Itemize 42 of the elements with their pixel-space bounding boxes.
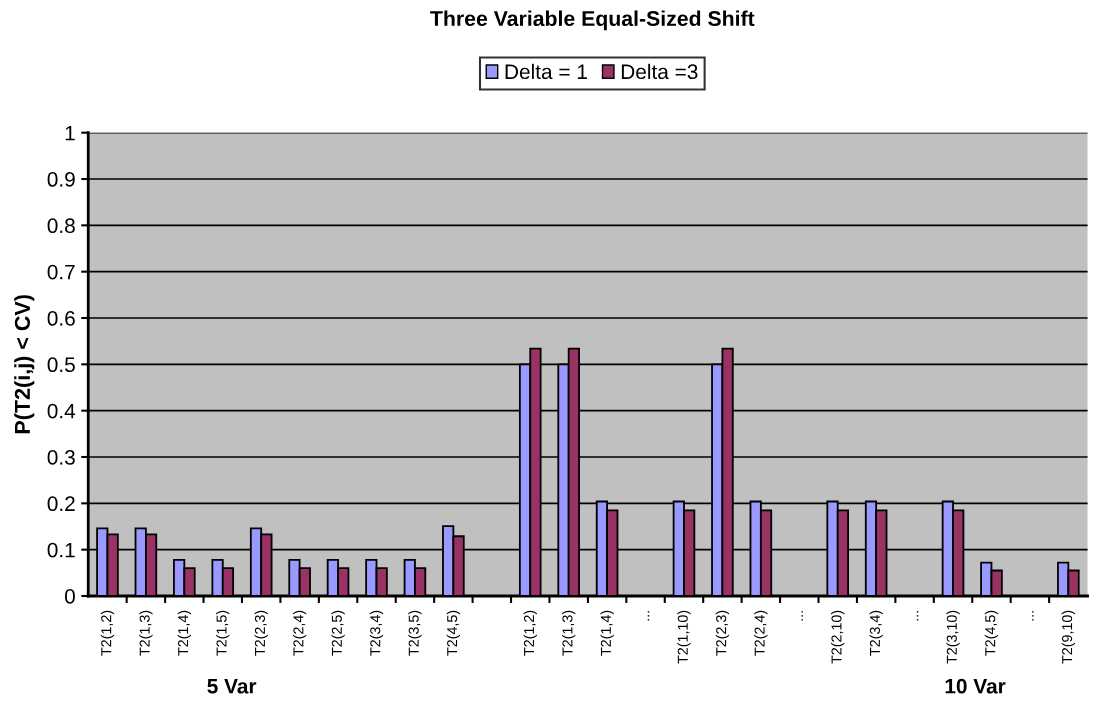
- x-tick-label: T2(1,2): [100, 610, 115, 656]
- text: 5 Var: [207, 679, 257, 694]
- x-tick-label: T2(3,4): [869, 610, 883, 656]
- x-tick-label: T2(1,4): [600, 610, 614, 656]
- y-tick-label: 0.4: [47, 403, 76, 419]
- x-tick-label: T2(3,5): [408, 610, 422, 656]
- y-tick-label: 0.1: [47, 542, 75, 558]
- y-tick-label: 1: [65, 125, 75, 141]
- y-tick-label: 0.2: [47, 496, 75, 512]
- x-tick-label: T2(1,10): [677, 610, 691, 664]
- y-tick-label: 0.5: [47, 357, 75, 373]
- y-axis-title: P(T2(i,j) < CV): [14, 295, 35, 434]
- x-tick-label: T2(2,4): [292, 610, 307, 656]
- text: 10 Var: [945, 678, 1006, 694]
- x-tick-label: ...: [916, 611, 919, 621]
- x-tick-label: T2(1,3): [139, 610, 153, 656]
- x-tick-label: T2(3,4): [369, 610, 384, 656]
- x-tick-label: T2(4,5): [446, 610, 461, 656]
- legend-label: Delta =3: [621, 63, 698, 80]
- legend-label: Delta = 1: [505, 63, 587, 80]
- x-tick-label: T2(1,3): [562, 610, 576, 656]
- x-tick-label: T2(1,2): [523, 610, 537, 656]
- x-tick-label: T2(2,5): [331, 610, 345, 656]
- y-tick-label: 0.6: [47, 311, 75, 326]
- y-tick-label: 0.9: [47, 172, 75, 187]
- x-tick-label: ...: [801, 611, 803, 621]
- x-tick-label: T2(2,10): [831, 610, 845, 664]
- x-tick-label: T2(2,3): [254, 610, 268, 656]
- x-tick-label: T2(4,5): [984, 610, 999, 656]
- x-tick-label: T2(1,4): [177, 610, 191, 656]
- y-tick-label: 0.3: [47, 450, 75, 465]
- y-tick-label: 0.8: [47, 218, 75, 234]
- x-tick-label: T2(1,5): [216, 610, 230, 656]
- x-tick-label: ...: [647, 611, 650, 621]
- x-tick-label: T2(2,4): [754, 610, 768, 656]
- y-tick-label: 0.7: [47, 264, 75, 280]
- y-tick-label: 0: [64, 589, 75, 604]
- chart-title: Three Variable Equal-Sized Shift: [430, 10, 755, 31]
- x-tick-label: T2(2,3): [715, 610, 730, 656]
- x-tick-label: T2(3,10): [946, 610, 960, 664]
- x-tick-label: T2(9,10): [1061, 610, 1075, 664]
- x-tick-label: ...: [1032, 611, 1034, 621]
